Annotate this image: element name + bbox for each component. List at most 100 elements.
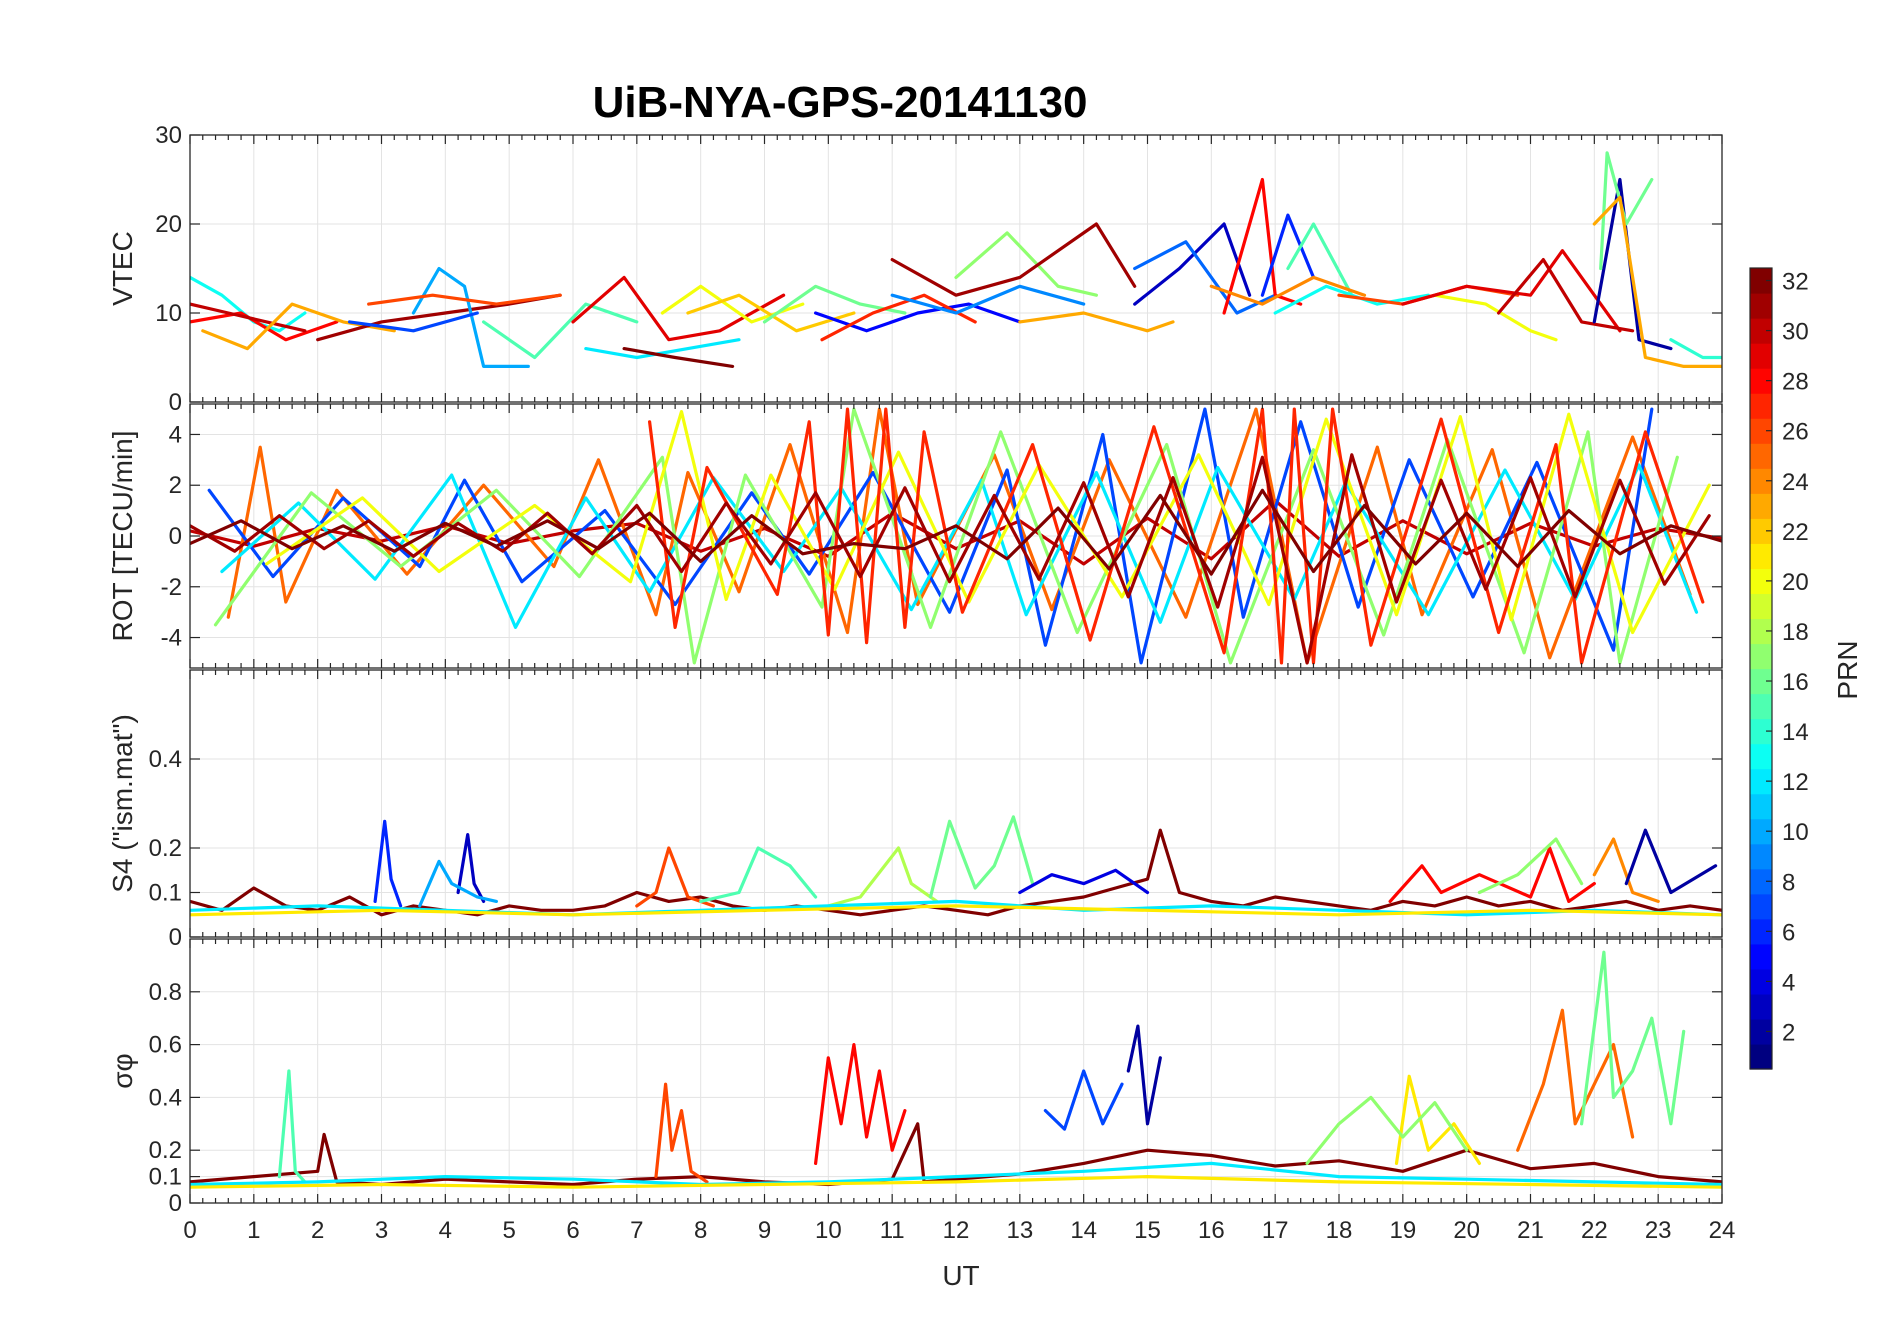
series-prn-20 — [1433, 293, 1558, 342]
colorbar-swatch — [1750, 418, 1772, 444]
series-prn-30 — [1497, 258, 1635, 333]
colorbar-swatch — [1750, 518, 1772, 544]
series-prn-26 — [635, 846, 715, 908]
colorbar-swatch — [1750, 793, 1772, 820]
colorbar-tick-label: 14 — [1782, 719, 1809, 746]
x-tick-label: 12 — [943, 1217, 970, 1244]
y-tick-label: 0.2 — [149, 1137, 182, 1164]
x-tick-label: 22 — [1581, 1217, 1608, 1244]
y-axis-label: VTEC — [107, 231, 138, 306]
series-prn-17 — [1305, 1095, 1469, 1165]
colorbar-swatch — [1750, 743, 1772, 770]
series-prn-3 — [1133, 222, 1252, 306]
colorbar-tick-label: 6 — [1782, 919, 1795, 946]
series-prn-21 — [190, 904, 1722, 917]
series-prn-15 — [482, 302, 639, 360]
colorbar-swatch — [1750, 893, 1772, 920]
series-prn-8 — [1133, 240, 1277, 315]
colorbar-swatch — [1750, 943, 1772, 970]
series-prn-6 — [1260, 213, 1316, 297]
x-tick-label: 21 — [1517, 1217, 1544, 1244]
colorbar-tick-label: 2 — [1782, 1019, 1795, 1046]
colorbar-swatch — [1750, 643, 1772, 670]
y-tick-label: 30 — [155, 122, 182, 149]
y-tick-label: 0.4 — [149, 746, 182, 773]
y-tick-label: 20 — [155, 211, 182, 238]
colorbar-label: PRN — [1832, 640, 1863, 699]
colorbar-swatch — [1750, 718, 1772, 745]
series-prn-30 — [190, 302, 307, 333]
x-tick-label: 7 — [630, 1217, 643, 1244]
colorbar-swatch — [1750, 768, 1772, 795]
colorbar-swatch — [1750, 1043, 1772, 1070]
colorbar-tick-label: 28 — [1782, 369, 1809, 396]
y-tick-label: -2 — [161, 574, 182, 601]
series-prn-16 — [928, 815, 1035, 899]
colorbar-swatch — [1750, 668, 1772, 695]
colorbar-swatch — [1750, 468, 1772, 494]
series-prn-24 — [1592, 837, 1660, 903]
y-tick-label: 0.1 — [149, 880, 182, 907]
series-prn-17 — [1477, 837, 1584, 895]
series-prn-15 — [699, 846, 818, 903]
x-tick-label: 23 — [1645, 1217, 1672, 1244]
y-axis-label: ROT [TECU/min] — [107, 430, 138, 641]
series-prn-7 — [207, 407, 1654, 665]
series-prn-7 — [348, 311, 479, 333]
colorbar-swatch — [1750, 618, 1772, 645]
series-prn-13 — [1273, 284, 1430, 315]
x-tick-label: 16 — [1198, 1217, 1225, 1244]
y-tick-label: -4 — [161, 625, 182, 652]
colorbar-frame — [1749, 267, 1773, 1070]
colorbar-swatch — [1750, 868, 1772, 895]
y-tick-label: 0 — [169, 1190, 182, 1217]
series-prn-32 — [622, 347, 735, 368]
colorbar-tick-label: 16 — [1782, 669, 1809, 696]
x-tick-label: 11 — [880, 1217, 905, 1244]
series-prn-10 — [411, 266, 530, 368]
colorbar-swatch — [1750, 918, 1772, 945]
x-tick-label: 15 — [1134, 1217, 1161, 1244]
x-tick-label: 4 — [439, 1217, 452, 1244]
series-prn-31 — [190, 453, 1711, 665]
colorbar-swatch — [1750, 993, 1772, 1020]
y-tick-label: 0 — [169, 523, 182, 550]
colorbar-tick-label: 4 — [1782, 969, 1795, 996]
traces — [190, 151, 1722, 368]
colorbar-swatch — [1750, 268, 1772, 294]
series-prn-18 — [826, 846, 939, 908]
x-tick-label: 10 — [815, 1217, 842, 1244]
series-prn-25 — [1516, 1008, 1635, 1152]
x-tick-label: 0 — [183, 1217, 196, 1244]
series-prn-27 — [820, 293, 977, 342]
series-prn-7 — [1043, 1069, 1124, 1131]
colorbar-tick-label: 22 — [1782, 519, 1809, 546]
series-prn-21 — [190, 1175, 1722, 1189]
series-prn-28 — [190, 311, 339, 342]
series-prn-32 — [190, 488, 1722, 576]
colorbar-swatch — [1750, 443, 1772, 469]
colorbar-tick-label: 8 — [1782, 869, 1795, 896]
series-prn-26 — [654, 1082, 709, 1184]
colorbar-tick-label: 32 — [1782, 269, 1809, 296]
series-prn-24 — [1209, 275, 1367, 306]
series-prn-4 — [1018, 868, 1150, 895]
series-prn-22 — [686, 293, 856, 333]
series-prn-23 — [1018, 311, 1175, 333]
colorbar-swatch — [1750, 593, 1772, 620]
y-tick-label: 0.6 — [149, 1032, 182, 1059]
y-tick-label: 0 — [169, 389, 182, 416]
series-prn-12 — [220, 463, 1699, 629]
colorbar-swatch — [1750, 543, 1772, 569]
colorbar-tick-label: 18 — [1782, 619, 1809, 646]
colorbar-swatch — [1750, 818, 1772, 845]
colorbar-tick-label: 24 — [1782, 469, 1809, 496]
series-prn-2 — [1126, 1024, 1162, 1126]
x-tick-label: 14 — [1070, 1217, 1097, 1244]
series-prn-31 — [890, 222, 1137, 297]
series-prn-16 — [1580, 950, 1686, 1126]
x-tick-label: 18 — [1326, 1217, 1353, 1244]
series-prn-2 — [1624, 828, 1718, 895]
y-tick-label: 4 — [169, 421, 182, 448]
